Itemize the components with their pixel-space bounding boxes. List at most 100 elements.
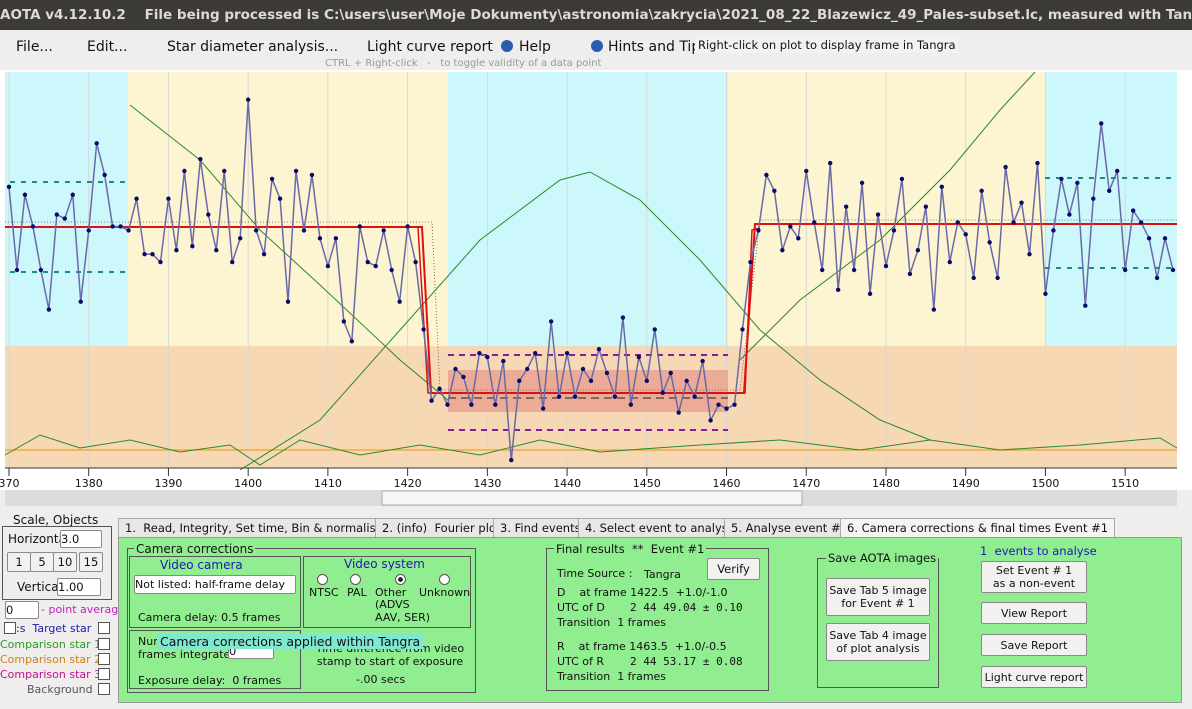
vertical-input[interactable]: 1.00 (57, 578, 101, 596)
data-point (851, 267, 857, 273)
x-tick-label: 1510 (1111, 477, 1139, 490)
data-point (1170, 267, 1176, 273)
data-point (772, 188, 777, 193)
plot[interactable]: 370 1380 1390 1400 1410 1420 1430 1440 1450 1460 1… (0, 68, 1192, 510)
tab[interactable]: 1. Read, Integrity, Set time, Bin & norm… (118, 518, 390, 538)
checkbox[interactable] (98, 653, 110, 665)
average-select[interactable]: 0 (5, 601, 39, 619)
data-point (1011, 220, 1016, 225)
menu-item[interactable]: Light curve report (367, 39, 493, 55)
tab-active[interactable]: 6. Camera corrections & final times Even… (840, 518, 1116, 538)
data-point (756, 228, 761, 233)
menu-item[interactable]: Edit... (87, 39, 128, 55)
data-point (86, 228, 91, 233)
camera-select[interactable]: Not listed: half-frame delay (134, 575, 296, 594)
value: 2 44 49.04 ± 0.10 (630, 601, 743, 614)
x-tick-label: 1450 (633, 477, 661, 490)
menu-item[interactable]: Star diameter analysis... (167, 39, 339, 55)
tab[interactable]: 2. (info) Fourier plot (375, 518, 508, 538)
data-point (1067, 212, 1072, 217)
group-title: Final results ** Event #1 (554, 542, 707, 556)
group-title: Camera corrections (134, 542, 256, 556)
tab[interactable]: 4. Select event to analyse (578, 518, 742, 538)
data-point (325, 263, 331, 269)
comparison-curve (739, 71, 1036, 361)
data-point (604, 370, 610, 376)
menu-item[interactable]: Help (519, 39, 551, 55)
help-icon (501, 40, 513, 52)
data-point (222, 168, 227, 174)
tab[interactable]: 3. Find events (493, 518, 588, 538)
data-point (1122, 267, 1128, 273)
data-point (700, 358, 705, 364)
panel-title: Scale, Objects (13, 513, 99, 527)
checkbox[interactable] (4, 622, 16, 634)
checkbox[interactable] (98, 622, 110, 634)
verify-button[interactable]: Verify (707, 558, 760, 580)
save-button[interactable]: Save Tab 4 image of plot analysis (826, 623, 930, 661)
data-point (501, 358, 506, 364)
data-point (1035, 160, 1040, 166)
scale-button[interactable]: 15 (79, 552, 103, 572)
video-system-group (303, 556, 471, 628)
group-title: Video camera (160, 558, 243, 572)
checkbox[interactable] (98, 638, 110, 650)
save-button[interactable]: Save Tab 5 image for Event # 1 (826, 578, 930, 616)
data-point (301, 228, 307, 233)
data-point (1019, 200, 1024, 205)
data-point (588, 378, 594, 384)
event-button[interactable]: Save Report (981, 634, 1087, 656)
data-point (716, 402, 721, 407)
star-label: Background (27, 683, 93, 696)
scale-button[interactable]: 5 (30, 552, 54, 572)
label: Vertical (17, 580, 62, 594)
data-point (1003, 164, 1008, 170)
data-point (788, 224, 793, 229)
data-point (421, 327, 426, 332)
band (448, 72, 728, 346)
data-point (987, 240, 992, 245)
data-point (955, 220, 960, 225)
tab[interactable]: 5. Analyse event #1 (724, 518, 855, 538)
data-point (190, 244, 195, 249)
label: (ADVS AAV, SER) (375, 598, 431, 624)
checkbox[interactable] (98, 668, 110, 680)
data-point (883, 263, 889, 269)
data-point (891, 228, 897, 233)
data-point (38, 267, 44, 273)
data-point (245, 97, 251, 102)
data-point (1115, 168, 1120, 174)
horizontal-input[interactable]: 3.0 (60, 530, 102, 548)
event-button[interactable]: Light curve report (981, 666, 1087, 688)
checkbox[interactable] (98, 683, 110, 695)
data-point (525, 366, 530, 372)
event-button[interactable]: View Report (981, 602, 1087, 624)
event-button[interactable]: Set Event # 1 as a non-event (981, 561, 1087, 593)
data-point (309, 172, 315, 178)
scroll-thumb[interactable] (381, 490, 803, 506)
data-point (971, 275, 976, 281)
radio[interactable] (350, 574, 361, 585)
data-point (979, 188, 984, 193)
data-point (333, 236, 339, 241)
x-tick-label: 370 (0, 477, 19, 490)
menu-item[interactable]: File... (16, 39, 53, 55)
radio[interactable] (317, 574, 328, 585)
data-point (843, 204, 849, 209)
data-point (652, 327, 657, 332)
data-point (963, 232, 968, 237)
menu-item[interactable]: Hints and Tips (608, 39, 708, 55)
data-point (692, 394, 697, 399)
data-point (724, 406, 729, 411)
radio[interactable] (439, 574, 450, 585)
star-label: Comparison star 3 (0, 668, 102, 681)
data-point (660, 390, 665, 395)
data-point (1059, 176, 1064, 182)
scale-button[interactable]: 1 (7, 552, 31, 572)
data-point (110, 224, 115, 229)
data-point (14, 267, 20, 273)
data-point (198, 156, 203, 162)
radio-selected[interactable] (395, 574, 406, 585)
scale-button[interactable]: 10 (53, 552, 77, 572)
label: -.00 secs (356, 673, 406, 686)
